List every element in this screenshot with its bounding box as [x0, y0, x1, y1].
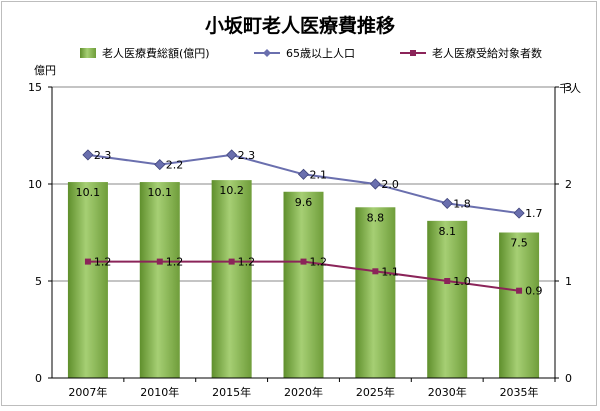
legend-label: 65歳以上人口	[286, 47, 355, 60]
legend: 老人医療費総額(億円) 65歳以上人口 老人医療受給対象者数	[80, 46, 542, 60]
bar-data-label: 10.2	[219, 184, 244, 197]
chart-title: 小坂町老人医療費推移	[205, 14, 395, 37]
line-data-label: 1.2	[238, 256, 256, 269]
chart: 小坂町老人医療費推移 老人医療費総額(億円) 65歳以上人口 老人医療受給対象者数 …	[28, 14, 581, 399]
bar-data-label: 8.1	[438, 225, 456, 238]
bar	[499, 232, 540, 378]
y-left-unit: 億円	[34, 64, 56, 77]
data-point	[441, 197, 453, 209]
line-data-label: 1.2	[166, 256, 184, 269]
data-point	[82, 149, 94, 161]
bar-data-label: 10.1	[148, 186, 173, 199]
line-data-label: 1.1	[381, 265, 399, 278]
x-tick-label: 2025年	[356, 385, 395, 399]
y-right-unit: 千人	[559, 82, 581, 95]
data-point	[156, 258, 163, 265]
data-point	[516, 287, 523, 294]
bar	[211, 180, 252, 378]
legend-item: 65歳以上人口	[254, 47, 355, 60]
legend-marker	[410, 50, 416, 56]
y-right-tick-label: 0	[565, 372, 572, 385]
line-data-label: 1.2	[94, 256, 112, 269]
y-left-tick-label: 10	[28, 178, 42, 191]
bar	[139, 182, 180, 378]
x-tick-label: 2007年	[68, 385, 107, 399]
y-right-tick-label: 3	[565, 81, 572, 94]
y-left-tick-label: 15	[28, 81, 42, 94]
legend-swatch-bar	[80, 48, 96, 58]
x-tick-label: 2010年	[140, 385, 179, 399]
bar	[427, 220, 468, 378]
legend-label: 老人医療受給対象者数	[432, 46, 542, 60]
bar-data-label: 8.8	[367, 211, 385, 224]
y-right-tick-label: 1	[565, 275, 572, 288]
x-tick-label: 2035年	[500, 385, 539, 399]
line-data-label: 1.7	[525, 207, 543, 220]
y-right-tick-label: 2	[565, 178, 572, 191]
line-data-label: 2.2	[166, 159, 184, 172]
chart-frame: 小坂町老人医療費推移 老人医療費総額(億円) 65歳以上人口 老人医療受給対象者数 …	[1, 1, 597, 406]
x-tick-label: 2015年	[212, 385, 251, 399]
x-tick-label: 2020年	[284, 385, 323, 399]
line-data-label: 0.9	[525, 285, 543, 298]
line-data-label: 2.0	[381, 178, 399, 191]
bar	[67, 182, 108, 378]
legend-item: 老人医療受給対象者数	[400, 46, 542, 60]
x-tick-label: 2030年	[428, 385, 467, 399]
data-point	[444, 278, 451, 284]
line-data-label: 1.8	[453, 197, 471, 210]
legend-marker	[263, 49, 271, 57]
line-data-label: 1.2	[310, 256, 328, 269]
data-point	[84, 258, 91, 265]
data-point	[226, 149, 238, 161]
data-point	[372, 268, 379, 275]
bar-data-label: 10.1	[76, 186, 101, 199]
legend-label: 老人医療費総額(億円)	[102, 46, 210, 60]
y-left-tick-label: 5	[35, 275, 42, 288]
axes: 0 5 10 15 0 1 2 3 2007年 2010年 2015年 2020年 2025年 2030年…	[28, 81, 572, 399]
line-series: 2.3 2.2 2.3 2.1 2.0 1.8 1.7 1.2 1.2 1.2 1.2 1.1 1.0 0…	[82, 149, 543, 298]
line-data-label: 2.3	[238, 149, 256, 162]
data-point	[228, 258, 235, 265]
y-left-tick-label: 0	[35, 372, 42, 385]
legend-item: 老人医療費総額(億円)	[80, 46, 210, 60]
data-point	[297, 168, 310, 180]
data-point	[369, 178, 381, 190]
bar-data-label: 9.6	[295, 196, 313, 209]
bar	[283, 191, 324, 378]
bar	[355, 207, 396, 378]
line-data-label: 2.1	[310, 168, 328, 181]
line-data-label: 1.0	[453, 275, 471, 288]
bar-data-label: 7.5	[510, 237, 528, 250]
data-point	[513, 207, 525, 219]
data-point	[154, 159, 166, 171]
bar-series: 10.1 10.1 10.2 9.6 8.8 8.1 7.5	[67, 180, 540, 378]
line-data-label: 2.3	[94, 149, 112, 162]
data-point	[300, 258, 307, 265]
